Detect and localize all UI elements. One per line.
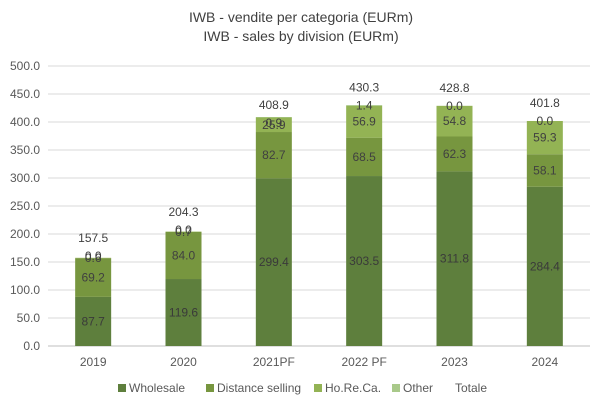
bars xyxy=(75,105,563,346)
segment-value-label: 69.2 xyxy=(81,271,105,285)
legend-item-label: Wholesale xyxy=(129,381,185,395)
x-tick-label: 2019 xyxy=(80,355,107,369)
y-tick-label: 400.0 xyxy=(10,115,40,129)
segment-value-label: 62.3 xyxy=(443,147,467,161)
legend-swatch xyxy=(118,384,126,392)
total-value-label: 428.8 xyxy=(439,81,469,95)
segment-value-label: 1.4 xyxy=(356,98,373,112)
y-tick-label: 500.0 xyxy=(10,59,40,73)
value-labels: 87.769.20.60.0157.5119.684.00.70.0204.32… xyxy=(78,80,560,328)
x-tick-label: 2020 xyxy=(170,355,197,369)
segment-value-label: 82.7 xyxy=(262,148,286,162)
segment-value-label: 119.6 xyxy=(169,306,198,320)
y-tick-label: 450.0 xyxy=(10,87,40,101)
segment-value-label: 56.9 xyxy=(352,115,376,129)
segment-value-label: 0.0 xyxy=(446,99,463,113)
chart-subtitle: IWB - sales by division (EURm) xyxy=(203,28,398,44)
segment-value-label: 59.3 xyxy=(533,131,557,145)
segment-value-label: 0.9 xyxy=(265,116,282,130)
segment-value-label: 84.0 xyxy=(172,249,196,263)
total-value-label: 430.3 xyxy=(349,80,379,94)
total-value-label: 157.5 xyxy=(78,231,108,245)
total-value-label: 408.9 xyxy=(259,98,289,112)
x-tick-label: 2024 xyxy=(531,355,558,369)
segment-value-label: 303.5 xyxy=(349,254,379,268)
y-axis: 0.0 50.0 100.0 150.0 200.0 250.0 300.0 350.0 400… xyxy=(10,59,40,353)
segment-value-label: 0.0 xyxy=(85,249,102,263)
legend-item-label: Totale xyxy=(455,381,487,395)
chart-title: IWB - vendite per categoria (EURm) xyxy=(189,9,413,25)
segment-value-label: 0.0 xyxy=(175,223,192,237)
segment-value-label: 311.8 xyxy=(440,252,469,266)
y-tick-label: 100.0 xyxy=(10,283,40,297)
segment-value-label: 58.1 xyxy=(533,163,557,177)
x-axis: 2019 2020 2021PF 2022 PF 2023 2024 xyxy=(80,355,559,369)
legend-item-label: Ho.Re.Ca. xyxy=(325,381,381,395)
legend: Wholesale Distance selling Ho.Re.Ca. Other T… xyxy=(118,381,487,395)
x-tick-label: 2021PF xyxy=(253,355,295,369)
y-tick-label: 350.0 xyxy=(10,143,40,157)
y-tick-label: 250.0 xyxy=(10,199,40,213)
segment-value-label: 87.7 xyxy=(81,314,105,328)
y-tick-label: 0.0 xyxy=(23,339,40,353)
segment-value-label: 54.8 xyxy=(443,114,467,128)
x-tick-label: 2023 xyxy=(441,355,468,369)
segment-value-label: 299.4 xyxy=(259,255,289,269)
y-tick-label: 200.0 xyxy=(10,227,40,241)
x-tick-label: 2022 PF xyxy=(341,355,386,369)
y-tick-label: 150.0 xyxy=(10,255,40,269)
legend-swatch xyxy=(314,384,322,392)
segment-value-label: 0.0 xyxy=(536,114,553,128)
total-value-label: 204.3 xyxy=(168,205,198,219)
legend-swatch xyxy=(206,384,214,392)
segment-value-label: 284.4 xyxy=(530,259,560,273)
total-value-label: 401.8 xyxy=(530,96,560,110)
legend-item-label: Distance selling xyxy=(217,381,301,395)
gridlines xyxy=(48,66,590,346)
legend-swatch xyxy=(392,384,400,392)
legend-item-label: Other xyxy=(403,381,433,395)
segment-value-label: 68.5 xyxy=(352,150,376,164)
y-tick-label: 50.0 xyxy=(17,311,41,325)
y-tick-label: 300.0 xyxy=(10,171,40,185)
